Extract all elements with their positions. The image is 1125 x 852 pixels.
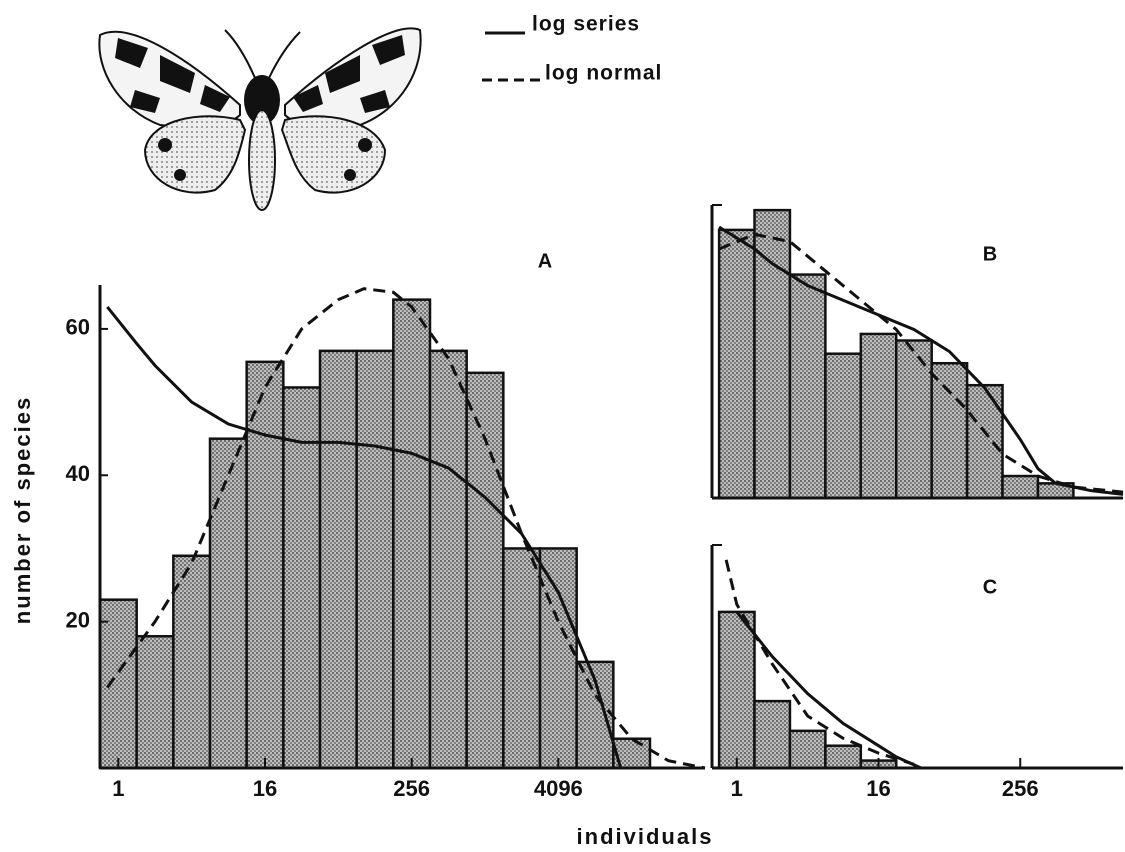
curve [718,232,1124,494]
histogram-bar [824,744,863,770]
curve [718,225,1124,496]
panel-label: C [983,576,997,598]
y-tick-label: 20 [66,607,90,632]
x-tick-label: 16 [866,776,890,801]
legend-label: log series [532,13,640,36]
histogram-bar [965,383,1004,500]
histogram-bar [392,298,432,770]
x-tick-label: 16 [253,776,277,801]
moth-illustration [98,27,422,211]
histogram-bar [355,349,395,770]
x-tick-label: 256 [393,776,430,801]
x-tick-label: 4096 [534,776,583,801]
histogram-bar [538,547,578,770]
histogram-bar [465,371,505,770]
histogram-bar [172,554,212,770]
legend-label: log normal [545,62,662,85]
histogram-bar [788,729,827,770]
curve [735,610,922,770]
histogram-bar [318,349,358,770]
y-axis-label: number of species [10,396,35,624]
histogram-bar [428,349,468,770]
curve [724,559,915,766]
x-tick-label: 256 [1002,776,1039,801]
x-tick-label: 1 [731,776,743,801]
histogram-bar [859,332,898,500]
histogram-bar [717,610,756,770]
panel-label: A [538,250,552,272]
x-axis-label: individuals [577,824,714,849]
histogram-bar [930,361,969,500]
curve [106,306,623,769]
histogram-bar [208,437,248,770]
histogram-bar [135,635,175,770]
histogram-bar [502,547,542,770]
histogram-bar [245,360,285,770]
panel-label: B [983,243,997,265]
x-tick-label: 1 [112,776,124,801]
histogram-bar [824,352,863,500]
histogram-bar [717,228,756,500]
y-tick-label: 40 [66,461,90,486]
histogram-bar [753,699,792,770]
y-tick-label: 60 [66,315,90,340]
legend: log series log normal [482,13,662,85]
histogram-bar [98,598,138,770]
histogram-bar [1001,474,1040,500]
histogram-bar [788,273,827,500]
histogram-bar [282,386,322,770]
curve [106,287,706,770]
histogram-bar [894,339,933,500]
